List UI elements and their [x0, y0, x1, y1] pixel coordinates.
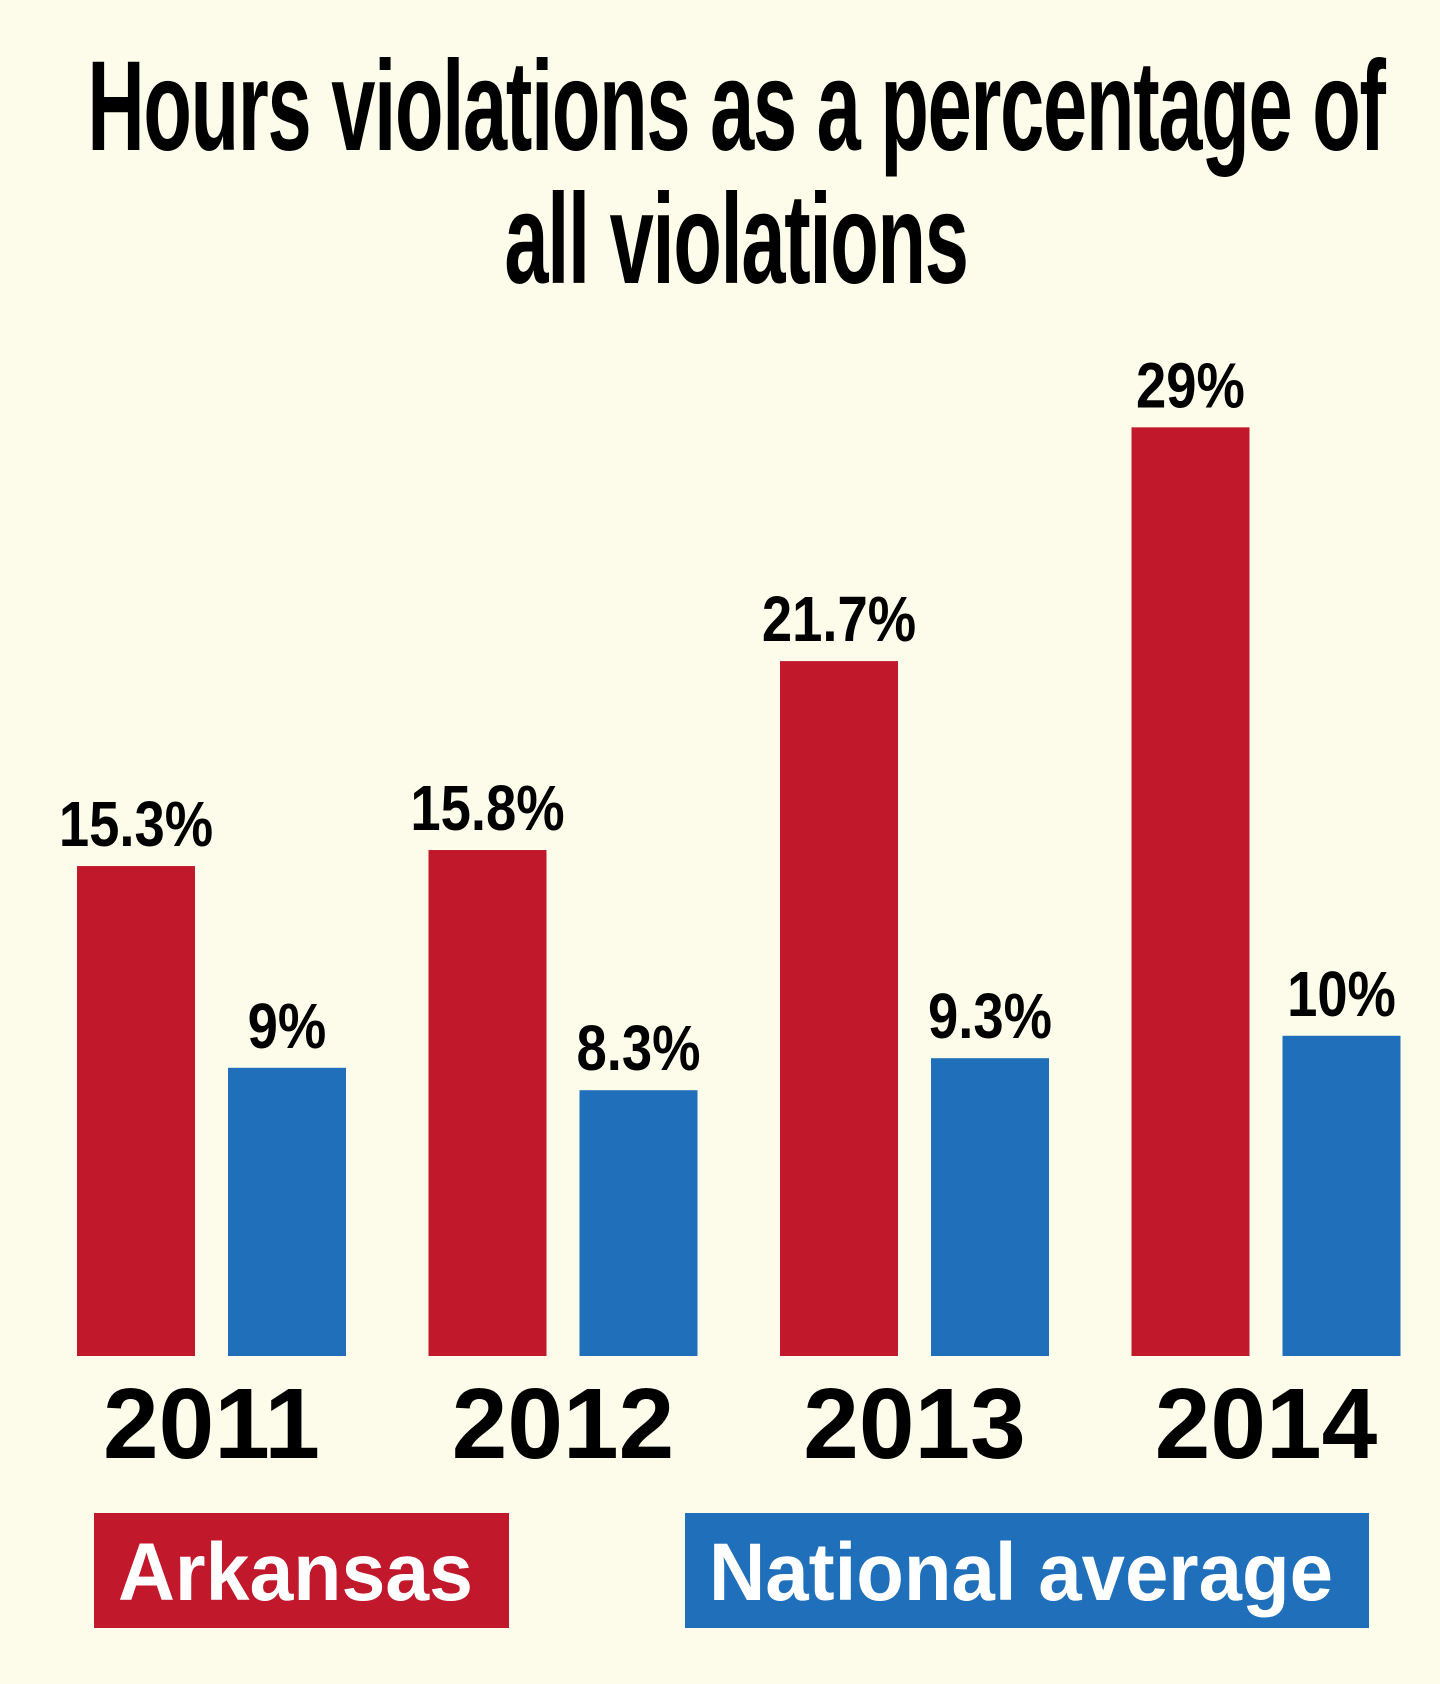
chart-title: Hours violations as a percentage of all … — [87, 35, 1386, 312]
value-label: 29% — [1136, 349, 1245, 421]
bar — [931, 1058, 1049, 1356]
bar — [77, 866, 195, 1356]
legend-label: Arkansas — [118, 1527, 473, 1618]
bar — [579, 1090, 698, 1356]
value-label: 15.3% — [59, 788, 213, 860]
x-tick-label: 2011 — [103, 1368, 320, 1480]
bar — [780, 661, 898, 1356]
value-label: 8.3% — [577, 1012, 701, 1084]
value-label: 9.3% — [928, 980, 1052, 1052]
x-tick-label: 2014 — [1155, 1368, 1378, 1480]
legend-label: National average — [709, 1527, 1333, 1618]
bar — [428, 850, 547, 1356]
value-label: 15.8% — [410, 772, 564, 844]
bar — [1131, 427, 1250, 1356]
legend-swatch — [94, 1513, 509, 1628]
value-label: 10% — [1287, 958, 1396, 1030]
value-label: 21.7% — [762, 583, 916, 655]
legend-swatch — [685, 1513, 1369, 1628]
bar — [228, 1067, 346, 1356]
value-label: 9% — [248, 990, 327, 1062]
bar — [1282, 1035, 1401, 1356]
x-tick-label: 2013 — [803, 1368, 1025, 1480]
x-tick-label: 2012 — [452, 1368, 674, 1480]
